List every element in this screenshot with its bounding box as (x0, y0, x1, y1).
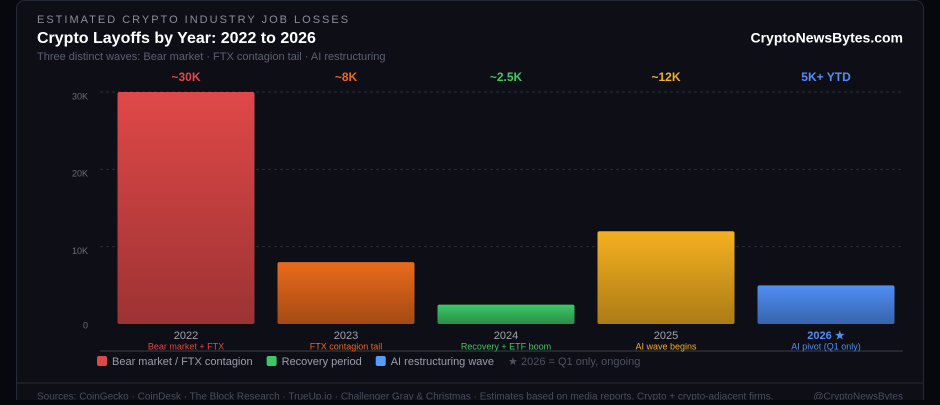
y-tick-label: 0 (83, 320, 88, 330)
annotation: Bear market + FTX (148, 341, 224, 351)
value-label: 5K+ YTD (801, 70, 851, 84)
x-tick-label: 2023 (334, 330, 358, 342)
legend-swatch (97, 356, 107, 366)
bar-shade (437, 304, 575, 324)
y-tick-label: 20K (72, 169, 88, 179)
bar-shade (277, 262, 415, 324)
legend-label: Bear market / FTX contagion (112, 356, 253, 368)
legend-swatch (375, 356, 386, 366)
x-tick-label: 2025 (654, 330, 678, 342)
annotation: FTX contagion tail (310, 341, 383, 351)
bar-shade (597, 231, 735, 324)
kicker: ESTIMATED CRYPTO INDUSTRY JOB LOSSES (37, 14, 350, 26)
footer-handle: @CryptoNewsBytes (813, 392, 903, 400)
annotation: AI pivot (Q1 only) (791, 341, 861, 351)
y-tick-label: 30K (72, 91, 88, 101)
chart-title: Crypto Layoffs by Year: 2022 to 2026 (37, 30, 316, 47)
legend-note: ★ 2026 = Q1 only, ongoing (508, 356, 640, 368)
footer-sources: Sources: CoinGecko · CoinDesk · The Bloc… (37, 392, 773, 400)
bar-shade (757, 285, 895, 324)
legend-label: AI restructuring wave (391, 356, 494, 368)
chart-subtitle: Three distinct waves: Bear market · FTX … (37, 51, 385, 63)
legend-swatch (266, 356, 277, 366)
y-tick-label: 10K (72, 246, 88, 256)
x-tick-label: 2022 (174, 330, 198, 342)
value-label: ~8K (335, 70, 358, 84)
legend-label: Recovery period (282, 356, 362, 368)
x-tick-label: 2026 ★ (807, 330, 845, 342)
bar-shade (117, 92, 255, 324)
value-label: ~30K (171, 70, 200, 84)
annotation: AI wave begins (635, 341, 697, 351)
value-label: ~12K (651, 70, 680, 84)
x-tick-label: 2024 (494, 330, 518, 342)
value-label: ~2.5K (490, 70, 523, 84)
annotation: Recovery + ETF boom (461, 341, 551, 351)
brand: CryptoNewsBytes.com (751, 30, 904, 46)
